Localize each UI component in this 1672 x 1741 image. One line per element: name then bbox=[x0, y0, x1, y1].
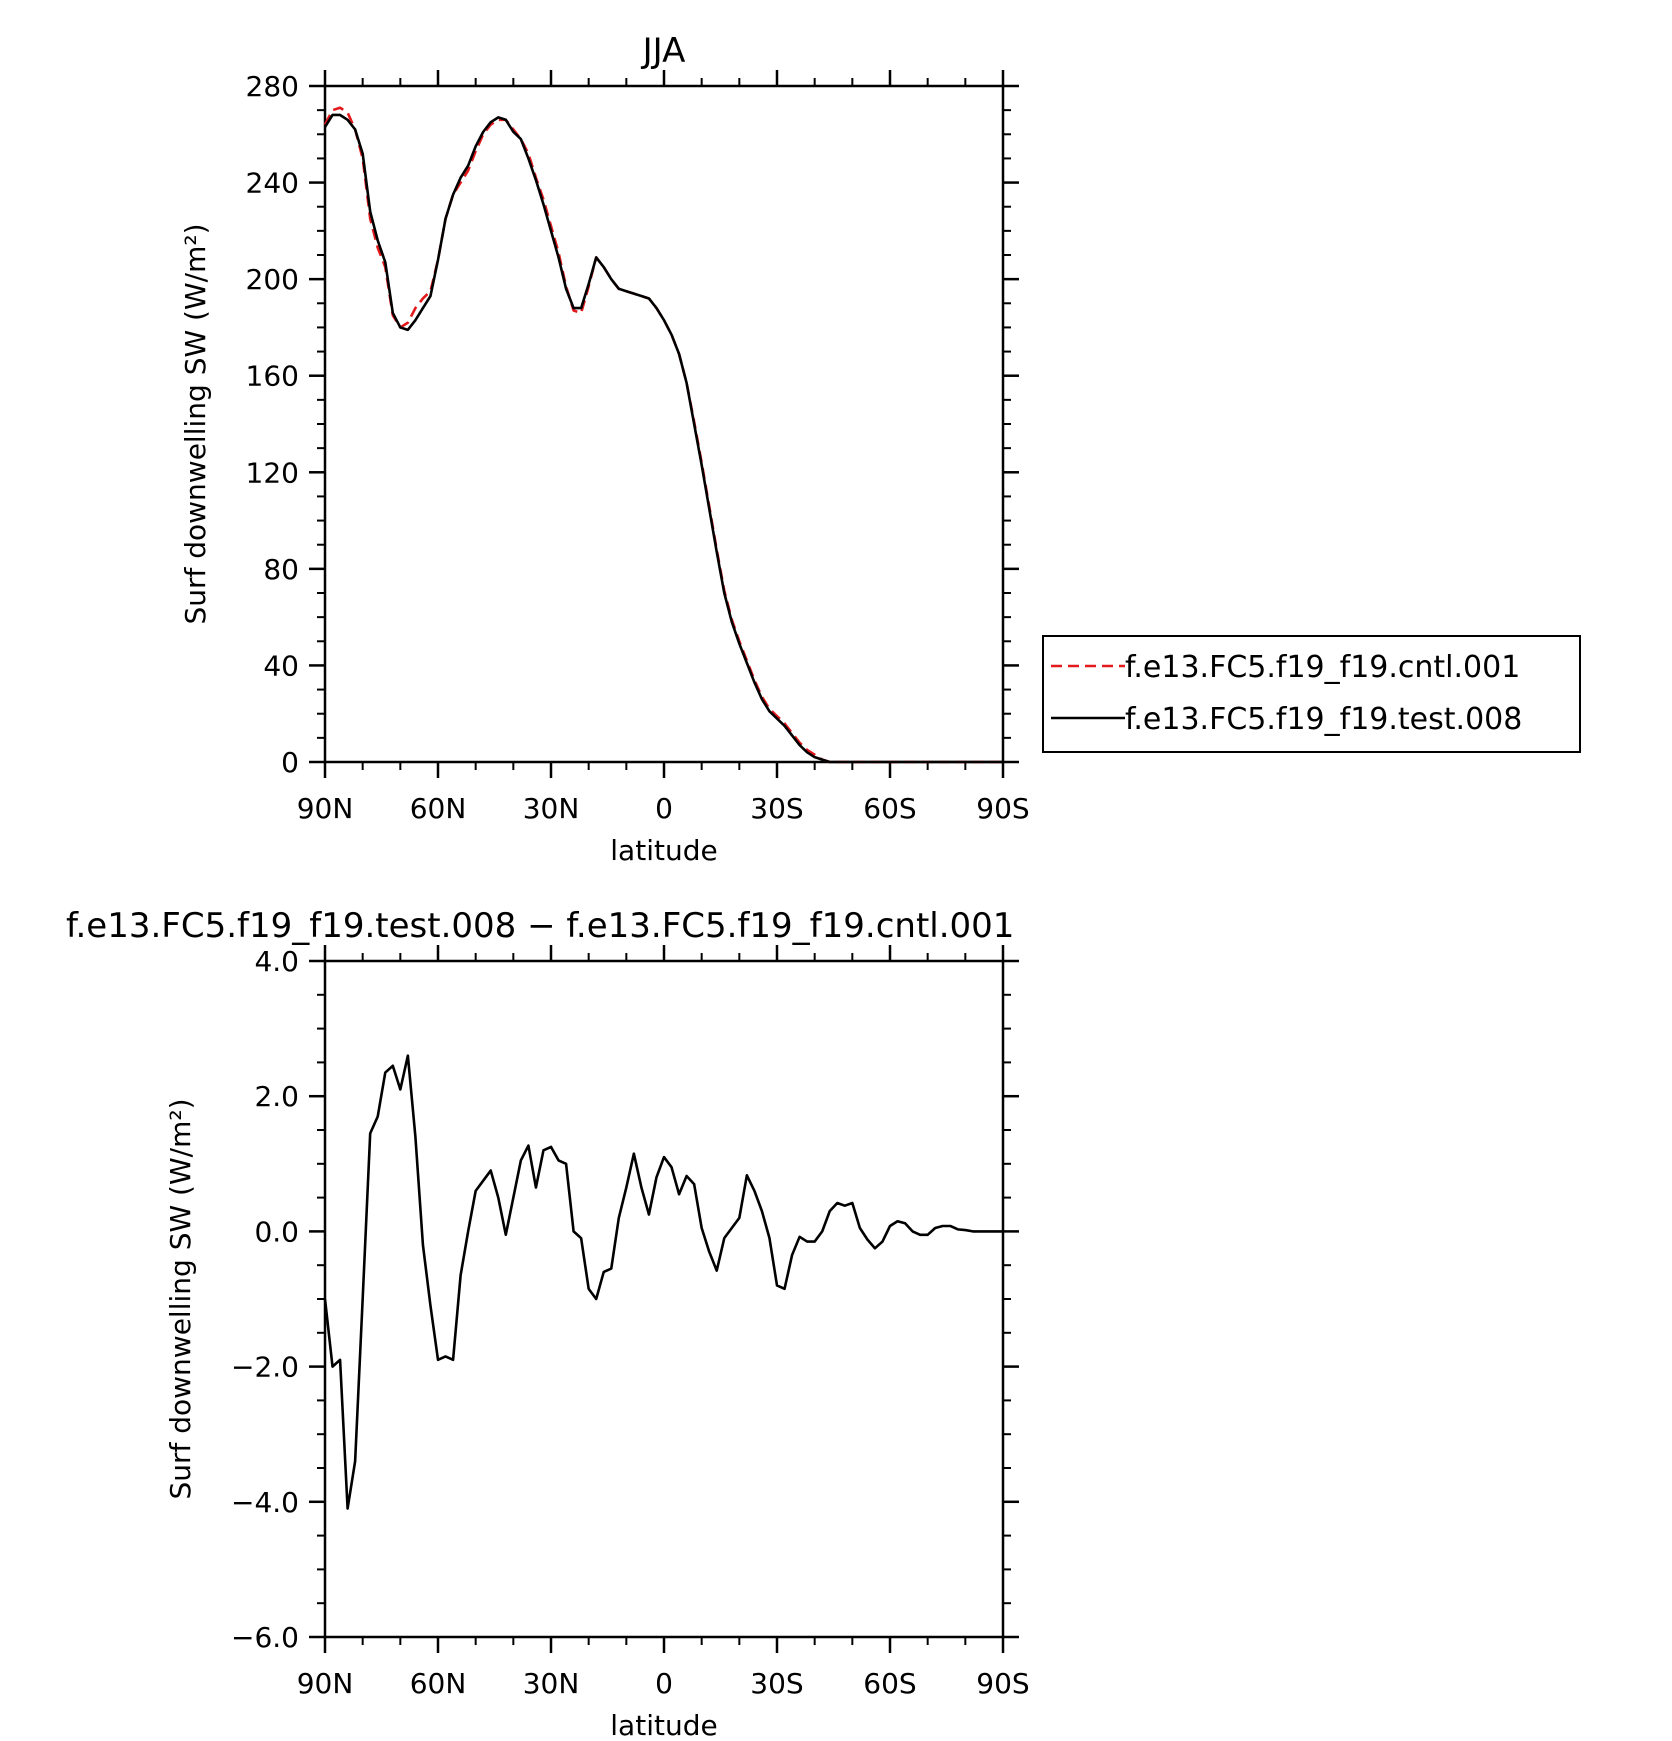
y-tick-label: 200 bbox=[246, 263, 299, 296]
x-tick-label: 0 bbox=[655, 792, 673, 825]
legend-entry-2: f.e13.FC5.f19_f19.test.008 bbox=[1125, 702, 1522, 737]
x-tick-label: 90S bbox=[976, 792, 1029, 825]
y-tick-label: 160 bbox=[246, 360, 299, 393]
y-tick-label: 240 bbox=[246, 167, 299, 200]
y-tick-label: 0.0 bbox=[254, 1215, 299, 1248]
legend-entry-1: f.e13.FC5.f19_f19.cntl.001 bbox=[1125, 650, 1520, 685]
y-axis-title: Surf downwelling SW (W/m²) bbox=[179, 223, 212, 624]
x-axis-title: latitude bbox=[610, 834, 717, 867]
y-tick-label: 4.0 bbox=[254, 945, 299, 978]
x-tick-label: 60N bbox=[410, 1667, 467, 1700]
y-tick-label: −4.0 bbox=[231, 1486, 299, 1519]
x-tick-label: 30N bbox=[523, 792, 580, 825]
x-axis-title: latitude bbox=[610, 1709, 717, 1741]
series-line-2 bbox=[323, 113, 1003, 764]
x-tick-label: 30S bbox=[750, 792, 803, 825]
series-line-1 bbox=[323, 1054, 1003, 1510]
y-tick-label: 80 bbox=[263, 553, 299, 586]
y-tick-label: 280 bbox=[246, 70, 299, 103]
y-tick-label: 0 bbox=[281, 746, 299, 779]
x-tick-label: 60S bbox=[863, 1667, 916, 1700]
x-tick-label: 90S bbox=[976, 1667, 1029, 1700]
y-axis-title: Surf downwelling SW (W/m²) bbox=[164, 1098, 197, 1499]
x-tick-label: 90N bbox=[297, 1667, 354, 1700]
y-tick-label: 2.0 bbox=[254, 1080, 299, 1113]
y-tick-label: −6.0 bbox=[231, 1621, 299, 1654]
y-tick-label: 120 bbox=[246, 456, 299, 489]
x-tick-label: 60N bbox=[410, 792, 467, 825]
plot-frame bbox=[323, 959, 1005, 1639]
y-tick-label: 40 bbox=[263, 649, 299, 682]
legend-box bbox=[1042, 635, 1581, 753]
x-tick-label: 90N bbox=[297, 792, 354, 825]
series-line-1 bbox=[323, 106, 1003, 764]
chart-title: JJA bbox=[641, 31, 686, 71]
chart-title: f.e13.FC5.f19_f19.test.008 − f.e13.FC5.f… bbox=[66, 906, 1014, 946]
x-tick-label: 30N bbox=[523, 1667, 580, 1700]
x-tick-label: 30S bbox=[750, 1667, 803, 1700]
x-tick-label: 60S bbox=[863, 792, 916, 825]
top-chart-panel: JJA 90N 60N 30N 0 30S 60S 90S 0 40 80 120 160 200 240 2… bbox=[179, 31, 1581, 867]
x-tick-label: 0 bbox=[655, 1667, 673, 1700]
y-tick-label: −2.0 bbox=[231, 1351, 299, 1384]
legend: f.e13.FC5.f19_f19.cntl.001 f.e13.FC5.f19_… bbox=[1042, 635, 1581, 753]
plot-frame bbox=[323, 84, 1005, 764]
bottom-chart-panel: f.e13.FC5.f19_f19.test.008 − f.e13.FC5.f… bbox=[66, 906, 1030, 1741]
